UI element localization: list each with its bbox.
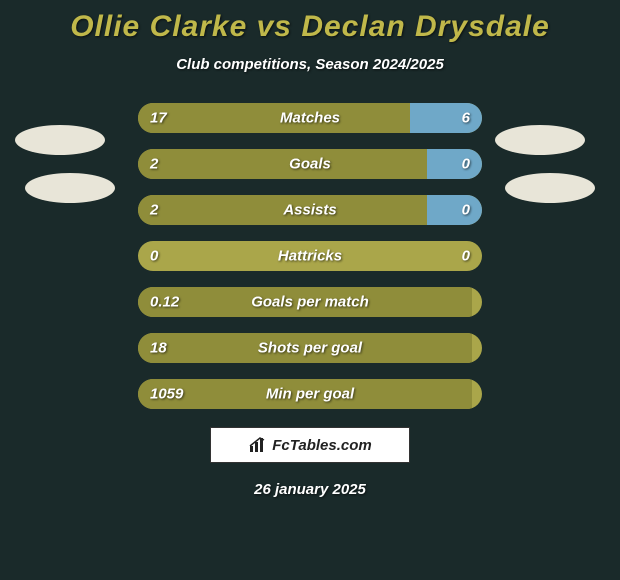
player-left-silhouette-2 (25, 173, 115, 203)
bar-left (138, 149, 427, 179)
stat-value-left: 0 (150, 248, 158, 265)
stat-value-left: 18 (150, 340, 167, 357)
stat-row: 2 0 Assists (138, 195, 482, 225)
bar-left (138, 103, 410, 133)
stat-value-left: 2 (150, 156, 158, 173)
stat-row: 0 0 Hattricks (138, 241, 482, 271)
date-label: 26 january 2025 (0, 481, 620, 498)
stat-value-right: 0 (462, 202, 470, 219)
stat-label: Shots per goal (258, 340, 362, 357)
bar-right (427, 149, 482, 179)
stat-row: 17 6 Matches (138, 103, 482, 133)
subtitle: Club competitions, Season 2024/2025 (0, 56, 620, 73)
player-right-silhouette-2 (505, 173, 595, 203)
stat-value-right: 0 (462, 156, 470, 173)
fctables-badge[interactable]: FcTables.com (210, 427, 410, 463)
player-right-silhouette-1 (495, 125, 585, 155)
stat-row: 2 0 Goals (138, 149, 482, 179)
stat-row: 0.12 Goals per match (138, 287, 482, 317)
bar-right (427, 195, 482, 225)
stat-row: 18 Shots per goal (138, 333, 482, 363)
stat-row: 1059 Min per goal (138, 379, 482, 409)
stat-value-left: 2 (150, 202, 158, 219)
player-left-silhouette-1 (15, 125, 105, 155)
stat-label: Assists (283, 202, 336, 219)
chart-icon (248, 436, 266, 454)
stat-value-left: 17 (150, 110, 167, 127)
stat-label: Goals per match (251, 294, 369, 311)
stat-label: Hattricks (278, 248, 342, 265)
stat-value-left: 0.12 (150, 294, 179, 311)
page-title: Ollie Clarke vs Declan Drysdale (0, 10, 620, 44)
bar-right (410, 103, 482, 133)
stat-value-right: 6 (462, 110, 470, 127)
comparison-container: Ollie Clarke vs Declan Drysdale Club com… (0, 0, 620, 580)
stat-label: Goals (289, 156, 331, 173)
stat-label: Matches (280, 110, 340, 127)
stat-value-right: 0 (462, 248, 470, 265)
stat-label: Min per goal (266, 386, 354, 403)
fctables-label: FcTables.com (272, 437, 371, 454)
stat-value-left: 1059 (150, 386, 183, 403)
